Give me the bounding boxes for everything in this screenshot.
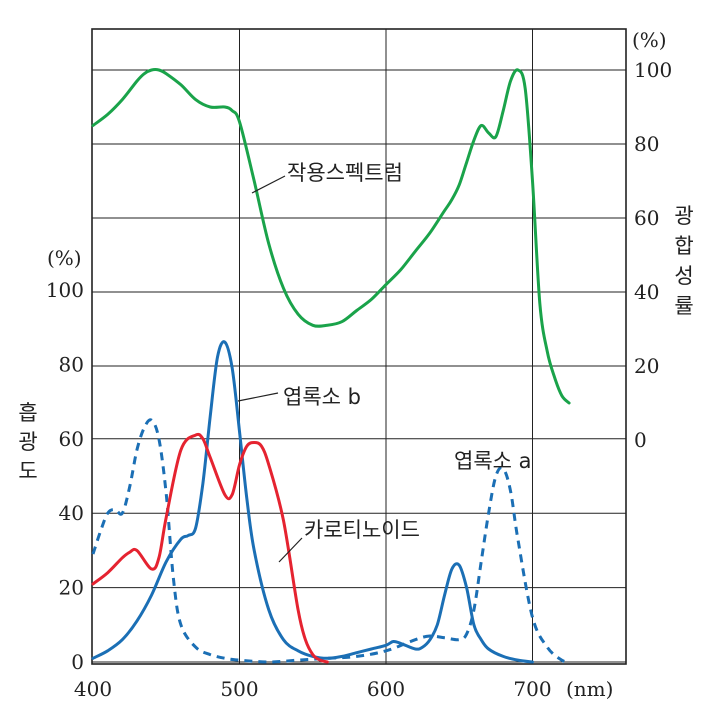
x-axis-tick-label: 600 [367,677,405,701]
left-axis-tick-label: 100 [46,278,84,302]
left-axis-tick-label: 40 [59,501,84,525]
right-axis: (%) 광 합 성 률 0 20 40 60 80 100 [632,28,694,452]
left-axis-label-char: 광 [18,430,37,454]
x-axis-tick-label: 400 [74,677,112,701]
chlorophyll-a-line [91,418,570,664]
left-axis-tick-label: 80 [59,352,84,376]
right-axis-tick-label: 100 [634,58,672,82]
right-axis-label-char: 률 [674,294,693,318]
right-axis-tick-label: 40 [634,280,659,304]
right-axis-tick-label: 60 [634,206,659,230]
series-label-chlorophyll-b: 엽록소 b [283,385,361,409]
left-axis-unit: (%) [47,246,82,270]
right-axis-tick-label: 20 [634,354,659,378]
leader-line-chlorophyll-b [237,392,279,402]
x-axis-tick-label: 700 [513,677,551,701]
x-axis: (nm) 400 500 600 700 [74,677,614,701]
left-axis-tick-label: 0 [71,650,84,674]
carotenoid-line [91,432,329,664]
left-axis: (%) 흡 광 도 0 20 40 60 80 100 [18,246,84,674]
right-axis-tick-label: 80 [634,132,659,156]
series-label-carotenoid: 카로티노이드 [304,518,420,542]
leader-line-carotenoid [278,537,303,563]
left-axis-label-char: 도 [18,459,37,483]
right-axis-unit: (%) [632,28,667,52]
left-axis-label-char: 흡 [18,401,37,425]
series-label-action-spectrum: 작용스펙트럼 [287,161,403,185]
right-axis-label-char: 광 [674,204,693,228]
right-axis-tick-label: 0 [634,428,647,452]
annotations: 작용스펙트럼 엽록소 b 카로티노이드 엽록소 a [237,161,532,563]
leader-line-action-spectrum [251,175,286,194]
right-axis-label-char: 성 [674,264,693,288]
action-spectrum-line [91,68,571,405]
x-axis-tick-label: 500 [220,677,258,701]
plot-frame [91,28,627,665]
series-label-chlorophyll-a: 엽록소 a [454,449,532,473]
series-layer [91,68,571,664]
left-axis-tick-label: 20 [59,576,84,600]
left-axis-tick-label: 60 [59,427,84,451]
grid-lines [92,29,626,664]
right-axis-label-char: 합 [674,234,693,258]
x-axis-unit: (nm) [566,677,613,701]
